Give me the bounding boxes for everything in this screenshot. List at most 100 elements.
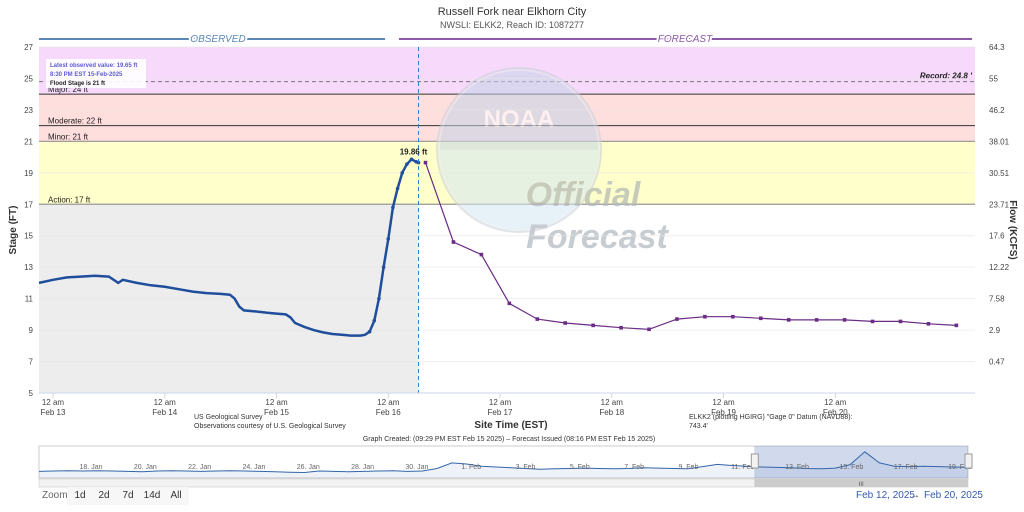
x-tick-date: Feb 14 — [152, 408, 177, 417]
navigator-line — [38, 451, 969, 474]
forecast-point-14 — [814, 318, 819, 322]
y-tick-label: 17 — [24, 200, 33, 209]
navigator-date-label: 11. Feb — [731, 464, 754, 471]
y-tick-label: 23 — [24, 106, 33, 115]
observed-point-35 — [377, 296, 381, 301]
peak-label: 19.86 ft — [400, 147, 428, 156]
flow-tick-label: 64.3 — [989, 43, 1005, 52]
noaa-logo-text: NOAA — [484, 106, 555, 133]
navigator-area — [39, 451, 968, 478]
forecast-point-10 — [703, 314, 707, 319]
navigator-date-label: 30. Jan — [405, 464, 428, 471]
y2-axis-title: Flow (KCFS) — [1007, 200, 1018, 259]
navigator-date-label: 24. Jan — [242, 464, 265, 471]
forecast-point-8 — [647, 327, 651, 332]
x-tick-date: Feb 17 — [488, 408, 513, 417]
navigator-date-label: 18. Jan — [80, 464, 103, 471]
x-tick-date: Feb 13 — [41, 408, 66, 417]
y-tick-label: 7 — [29, 358, 34, 367]
latest-value-time: 8:30 PM EST 15-Feb-2025 — [50, 72, 123, 78]
observed-line — [38, 157, 419, 337]
navigator-date-label: 22. Jan — [188, 464, 211, 471]
forecast-point-1 — [451, 240, 456, 244]
zoom-14d-button[interactable]: 14d — [139, 487, 165, 505]
observed-point-41 — [405, 162, 409, 166]
forecast-point-0 — [423, 160, 428, 165]
flow-tick-label: 2.9 — [989, 326, 1001, 335]
flow-tick-label: 17.6 — [989, 232, 1005, 241]
forecast-point-11 — [731, 314, 735, 319]
y-tick-label: 13 — [24, 263, 33, 272]
forecast-series — [423, 160, 959, 332]
x-tick-date: Feb 18 — [599, 408, 624, 417]
flow-tick-label: 46.2 — [989, 106, 1005, 115]
grid-lines — [39, 46, 975, 394]
threshold-label-2: Moderate: 22 ft — [48, 117, 103, 126]
flow-tick-label: 12.22 — [989, 263, 1010, 272]
datum-value: 743.4' — [689, 423, 708, 430]
y-tick-label: 27 — [24, 43, 33, 52]
navigator-frame — [38, 445, 969, 479]
zoom-1d-button[interactable]: 1d — [67, 487, 93, 505]
navigator-date-label: 17. Feb — [894, 464, 918, 471]
y-tick-label: 9 — [29, 326, 34, 335]
observed-point-33 — [367, 329, 372, 334]
navigator-date-label: 28. Jan — [351, 464, 374, 471]
flood-stage-text: Flood Stage is 21 ft — [50, 81, 105, 87]
x-tick-time: 12 am — [712, 398, 735, 407]
observed-point-38 — [391, 205, 395, 210]
navigator-date-label: 3. Feb — [516, 464, 536, 471]
zoom-2d-button[interactable]: 2d — [91, 487, 117, 505]
navigator: 18. Jan 20. Jan 22. Jan 24. Jan 26. Jan 28. J… — [38, 445, 973, 488]
observed-point-37 — [386, 237, 391, 241]
navigator-date-label: 26. Jan — [297, 464, 320, 471]
x-tick-date: Feb 16 — [376, 408, 401, 417]
navigator-date-label: 15. Feb — [840, 464, 864, 471]
navigator-scroll-thumb[interactable] — [754, 479, 968, 487]
range-to[interactable]: Feb 20, 2025 — [924, 490, 983, 501]
forecast-point-18 — [926, 322, 931, 326]
zoom-7d-button[interactable]: 7d — [115, 487, 141, 505]
x-tick-time: 12 am — [601, 398, 624, 407]
forecast-point-19 — [954, 323, 959, 328]
forecast-point-4 — [535, 317, 540, 321]
forecast-point-13 — [786, 318, 791, 322]
forecast-point-3 — [507, 301, 512, 306]
range-from[interactable]: Feb 12, 2025 — [856, 490, 915, 501]
forecast-point-15 — [842, 318, 847, 322]
range-arrow: → — [910, 490, 920, 501]
forecast-point-9 — [675, 317, 679, 321]
zoom-label: Zoom — [42, 490, 68, 501]
forecast-point-5 — [563, 321, 568, 325]
graph-created-text: Graph Created: (09:29 PM EST Feb 15 2025… — [363, 436, 655, 443]
navigator-handle[interactable] — [964, 453, 973, 469]
latest-value-box: Latest observed value: 19.65 ft 8:30 PM … — [46, 59, 146, 88]
y-tick-label: 21 — [24, 137, 33, 146]
navigator-date-label: 1. Feb — [461, 464, 481, 471]
navigator-date-label: 20. Jan — [134, 464, 157, 471]
navigator-date-label: 7. Feb — [624, 464, 644, 471]
watermark-forecast: Forecast — [526, 218, 669, 256]
x-tick-time: 12 am — [824, 398, 847, 407]
zoom-all-button[interactable]: All — [163, 487, 189, 505]
flow-tick-label: 0.47 — [989, 358, 1005, 367]
y-axis-flow: 64.3 55 46.2 38.01 30.51 23.71 17.6 12.22 7.58 2.… — [989, 43, 1010, 367]
x-tick-date: Feb 20 — [823, 408, 848, 417]
x-tick-time: 12 am — [42, 398, 65, 407]
navigator-date-label: 13. Feb — [785, 464, 809, 471]
x-axis-title: Site Time (EST) — [474, 420, 547, 431]
record-label: Record: 24.8 ' — [920, 72, 973, 81]
watermark-official: Official — [526, 176, 642, 214]
y-tick-label: 25 — [24, 74, 33, 83]
chart-subtitle: NWSLI: ELKK2, Reach ID: 1087277 — [440, 20, 584, 30]
y-tick-label: 11 — [25, 295, 34, 304]
y-tick-label: 19 — [24, 169, 33, 178]
flow-tick-label: 23.71 — [989, 200, 1010, 209]
x-tick-time: 12 am — [265, 398, 288, 407]
record-line: Record: 24.8 ' — [39, 72, 975, 83]
navigator-selection — [754, 446, 968, 478]
navigator-handle[interactable] — [750, 453, 759, 469]
chart-title: Russell Fork near Elkhorn City — [438, 6, 587, 18]
observed-point-36 — [381, 265, 386, 269]
flow-tick-label: 38.01 — [989, 137, 1010, 146]
